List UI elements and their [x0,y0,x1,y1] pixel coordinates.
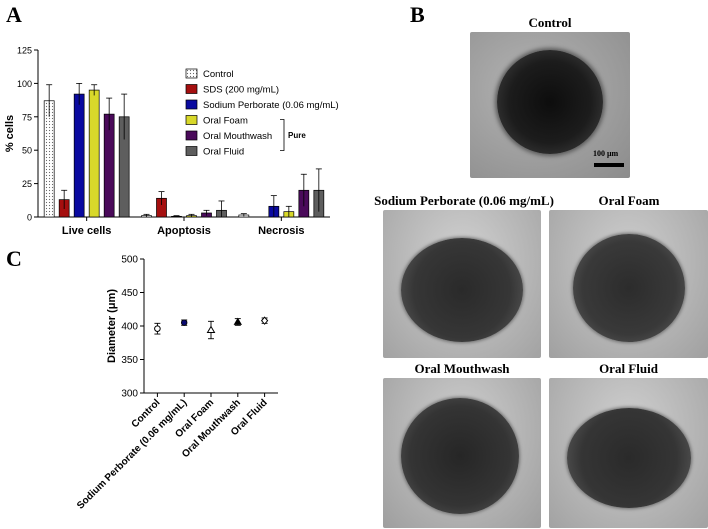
micrograph-title-control: Control [528,15,572,30]
bar [43,100,55,218]
x-tick-label: Apoptosis [157,225,211,237]
x-tick-label: Necrosis [258,225,304,237]
legend-label: SDS (200 mg/mL) [203,85,279,96]
pure-label: Pure [288,131,306,140]
data-point [154,325,161,332]
y-tick-label: 400 [121,322,138,333]
y-tick-label: 300 [121,389,138,400]
panel-label-b: B [410,2,425,27]
y-tick-label: 50 [22,146,32,156]
spheroid [573,234,685,342]
spheroid [401,238,523,342]
y-tick-label: 350 [121,355,138,366]
y-tick-label: 500 [121,255,138,266]
cell-viability-bar-chart: 0 25 50 75 100 125 % cells Live cells Apoptosis N… [4,46,339,238]
spheroid [567,408,691,508]
spheroid [497,50,603,154]
x-tick-label: Live cells [62,225,112,237]
scale-bar [594,163,624,167]
legend-label: Oral Fluid [203,147,244,158]
legend-swatch [185,115,198,125]
pure-bracket [280,119,285,151]
x-tick-label: Sodium Perborate (0.06 mg/mL) [75,397,189,511]
y-tick-label: 450 [121,288,138,299]
micrograph-title-foam: Oral Foam [598,193,660,208]
bar [88,89,100,218]
micrograph-mouthwash [383,378,541,528]
micrograph-foam [549,210,708,358]
legend-label: Control [203,69,234,80]
legend-swatch [185,130,198,141]
micrograph-title-perborate: Sodium Perborate (0.06 mg/mL) [374,193,554,208]
legend-swatch [185,68,198,79]
data-point [260,316,269,325]
spheroid [401,398,519,514]
micrograph-title-fluid: Oral Fluid [599,361,658,376]
data-point [233,317,242,325]
panel-label-c: C [6,246,22,271]
micrograph-control: 100 μm [470,32,630,178]
y-axis-label: % cells [4,115,16,152]
micrograph-fluid [549,378,708,528]
y-tick-label: 125 [17,46,32,56]
y-tick-label: 25 [22,179,32,189]
legend-label: Oral Foam [203,116,248,127]
panel-label-a: A [6,2,22,27]
y-axis-label: Diameter (μm) [106,289,118,363]
micrograph-perborate [383,210,541,358]
y-tick-label: 100 [17,79,32,89]
micrograph-title-mouthwash: Oral Mouthwash [414,361,510,376]
y-tick-label: 75 [22,112,32,122]
legend-swatch [185,146,198,156]
legend-swatch [185,84,198,94]
data-point [180,319,188,326]
scale-bar-label: 100 μm [593,149,619,158]
legend-label: Sodium Perborate (0.06 mg/mL) [203,100,339,111]
legend-swatch [185,99,198,110]
data-point [206,325,216,334]
bar [73,93,85,218]
legend-label: Oral Mouthwash [203,131,272,142]
y-tick-label: 0 [27,213,32,223]
